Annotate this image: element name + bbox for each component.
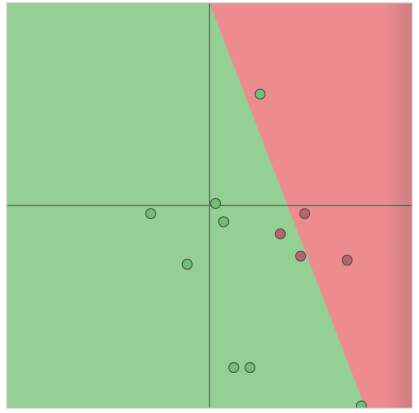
plot-border bbox=[6, 2, 413, 409]
edge-shade bbox=[385, 3, 412, 408]
point bbox=[295, 250, 307, 262]
point bbox=[341, 254, 353, 266]
point bbox=[228, 362, 240, 373]
point bbox=[299, 208, 311, 220]
plot-area bbox=[7, 3, 412, 408]
point bbox=[244, 362, 256, 373]
point bbox=[274, 228, 286, 240]
point bbox=[254, 88, 266, 100]
point bbox=[145, 208, 157, 220]
point bbox=[181, 258, 193, 270]
point bbox=[210, 197, 222, 209]
point bbox=[218, 216, 230, 228]
point bbox=[355, 400, 367, 408]
